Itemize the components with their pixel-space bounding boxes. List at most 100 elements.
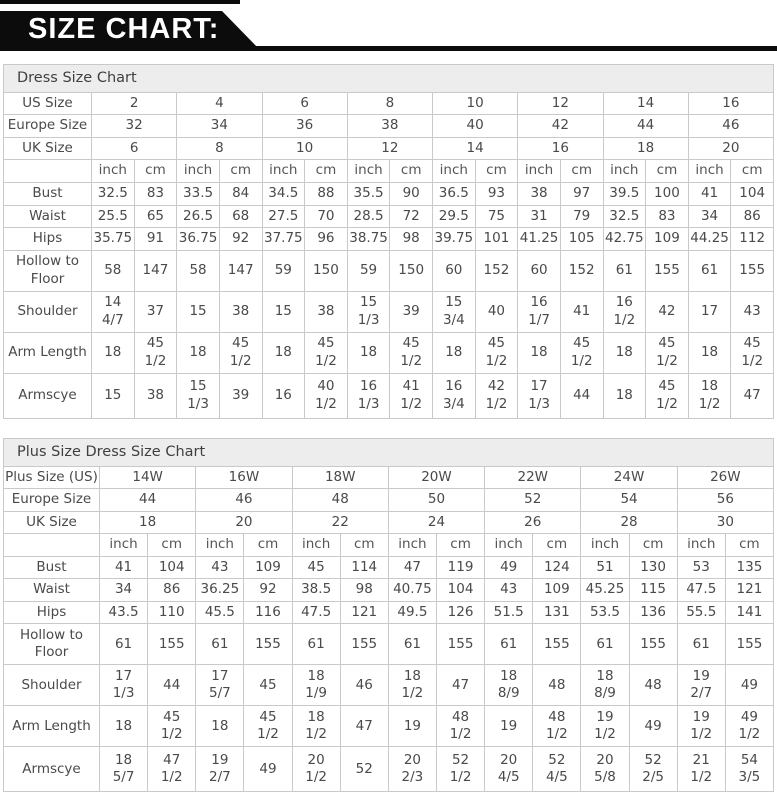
size-value-cell: 32 [90, 114, 178, 138]
measure-value-cell: 44 [559, 372, 604, 419]
measure-value-cell: 61 [602, 249, 647, 292]
size-charts-container: Dress Size Chart US Size 2 4 6 8 10 12 14 16 Europ… [0, 64, 777, 792]
measure-value-cell: 39 [218, 372, 263, 419]
unit-inch-cell: inch [195, 533, 245, 557]
measure-value-cell: 58 [176, 249, 220, 292]
measure-value-cell: 44.25 [687, 227, 732, 251]
size-value-cell: 16 [687, 91, 775, 116]
unit-inch-cell: inch [261, 159, 306, 184]
row-label: Plus Size (US) [3, 465, 100, 490]
unit-cm-cell: cm [724, 533, 775, 557]
size-value-cell: 16W [195, 465, 293, 490]
measure-value-cell: 150 [389, 249, 433, 292]
measure-value-cell: 41 [98, 555, 149, 580]
row-label: Europe Size [3, 114, 92, 138]
row-label: Hollow to Floor [3, 249, 92, 292]
measure-value-cell: 65 [133, 204, 178, 229]
measure-value-cell: 16 1/2 [602, 290, 647, 333]
measure-value-cell: 18 8/9 [484, 664, 534, 707]
unit-inch-cell: inch [687, 159, 732, 184]
measure-value-cell: 15 1/3 [346, 290, 391, 333]
measure-value-cell: 45 [291, 555, 341, 580]
measure-value-cell: 49 [628, 705, 678, 748]
measure-value-cell: 20 5/8 [580, 746, 630, 792]
size-value-cell: 14 [431, 136, 519, 161]
banner-underline [0, 46, 777, 51]
measure-value-cell: 26.5 [176, 204, 220, 229]
size-value-cell: 24 [387, 510, 486, 535]
measure-value-cell: 18 [261, 331, 306, 374]
size-row: Plus Size (US) 14W 16W 18W 20W 22W 24W 26W [3, 465, 775, 490]
unit-inch-cell: inch [98, 533, 149, 557]
unit-cm-cell: cm [559, 159, 604, 184]
measure-value-cell: 155 [532, 623, 582, 666]
measure-value-cell: 68 [218, 204, 263, 229]
measure-value-cell: 150 [304, 249, 348, 292]
measure-value-cell: 18 1/2 [291, 705, 341, 748]
measure-value-cell: 45 [243, 664, 293, 707]
size-value-cell: 34 [176, 114, 263, 138]
unit-inch-cell: inch [346, 159, 391, 184]
measure-value-cell: 16 [261, 372, 306, 419]
measure-row: Hollow to Floor 61 155 61 155 61 155 61 155 61 155… [3, 623, 775, 666]
measure-value-cell: 136 [628, 600, 678, 625]
measure-value-cell: 155 [435, 623, 486, 666]
measure-value-cell: 92 [243, 578, 293, 602]
size-value-cell: 18 [98, 510, 197, 535]
measure-value-cell: 121 [339, 600, 389, 625]
banner-ribbon: SIZE CHART: [0, 11, 258, 48]
banner-top-strip [0, 0, 240, 4]
plus-size-dress-size-chart-table: Plus Size Dress Size Chart Plus Size (US)… [3, 437, 775, 792]
measure-value-cell: 14 4/7 [91, 290, 135, 333]
measure-row: Hollow to Floor 58 147 58 147 59 150 59 150 60 152… [3, 249, 774, 292]
measure-value-cell: 96 [304, 227, 348, 251]
measure-value-cell: 49 [724, 664, 775, 707]
size-value-cell: 44 [602, 114, 689, 138]
measure-row: Arm Length 18 45 1/2 18 45 1/2 18 45 1/2 18 45 1… [3, 331, 774, 374]
measure-value-cell: 36.5 [432, 182, 476, 206]
measure-value-cell: 155 [724, 623, 775, 666]
size-value-cell: 8 [176, 136, 263, 161]
measure-value-cell: 49 1/2 [724, 705, 775, 748]
measure-value-cell: 54 3/5 [724, 746, 775, 792]
table-title-row: Dress Size Chart [3, 64, 774, 93]
measure-value-cell: 51 [580, 555, 630, 580]
row-label: Waist [3, 578, 100, 602]
measure-value-cell: 83 [133, 182, 178, 206]
measure-value-cell: 52 4/5 [532, 746, 582, 792]
size-value-cell: 26W [676, 465, 775, 490]
measure-value-cell: 18 [432, 331, 476, 374]
row-label: Armscye [3, 746, 100, 792]
measure-value-cell: 45 1/2 [147, 705, 197, 748]
measure-value-cell: 90 [389, 182, 433, 206]
unit-cm-cell: cm [645, 159, 689, 184]
size-value-cell: 18W [291, 465, 389, 490]
measure-value-cell: 48 [532, 664, 582, 707]
measure-value-cell: 72 [389, 204, 433, 229]
measure-value-cell: 61 [98, 623, 149, 666]
measure-value-cell: 36.25 [195, 578, 245, 602]
measure-value-cell: 55.5 [676, 600, 726, 625]
measure-value-cell: 35.5 [346, 182, 391, 206]
measure-row: Bust 32.5 83 33.5 84 34.5 88 35.5 90 36.5 93 38 97 39… [3, 182, 774, 206]
measure-value-cell: 61 [676, 623, 726, 666]
unit-row: inch cm inch cm inch cm inch cm inch cm inch cm inch… [3, 159, 774, 184]
measure-value-cell: 18 [602, 372, 647, 419]
row-label: Hips [3, 227, 92, 251]
measure-value-cell: 45 1/2 [559, 331, 604, 374]
measure-value-cell: 41 1/2 [389, 372, 433, 419]
size-row: US Size 2 4 6 8 10 12 14 16 [3, 91, 775, 116]
measure-value-cell: 119 [435, 555, 486, 580]
size-value-cell: 22 [291, 510, 389, 535]
measure-row: Armscye 18 5/7 47 1/2 19 2/7 49 20 1/2 52 20 2/… [3, 746, 775, 792]
measure-value-cell: 130 [628, 555, 678, 580]
measure-value-cell: 84 [218, 182, 263, 206]
measure-value-cell: 147 [133, 249, 178, 292]
measure-value-cell: 47 [339, 705, 389, 748]
measure-value-cell: 16 1/3 [346, 372, 391, 419]
measure-value-cell: 45 1/2 [133, 331, 178, 374]
size-row: UK Size 6 8 10 12 14 16 18 20 [3, 136, 775, 161]
measure-value-cell: 59 [261, 249, 306, 292]
size-value-cell: 46 [687, 114, 775, 138]
unit-cm-cell: cm [389, 159, 433, 184]
